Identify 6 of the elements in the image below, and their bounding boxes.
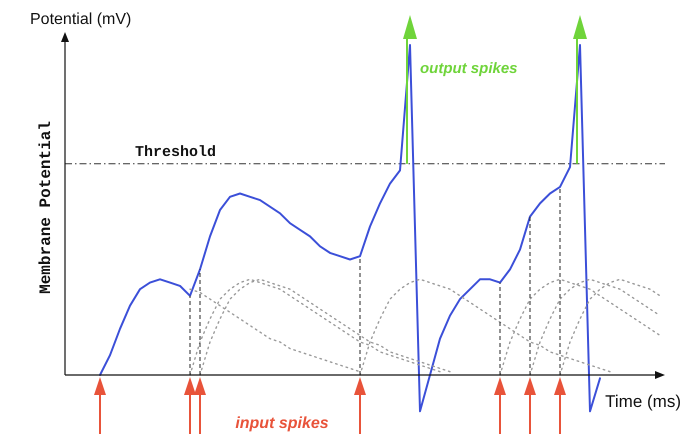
text: input spikes [235,415,329,432]
y-axis-title: Membrane Potential [37,121,55,294]
annotation: output spikes [420,60,518,77]
text: Potential (mV) [30,11,132,28]
x-axis-title: Time (ms) [605,392,681,411]
ref-line-label: Threshold [135,144,216,161]
